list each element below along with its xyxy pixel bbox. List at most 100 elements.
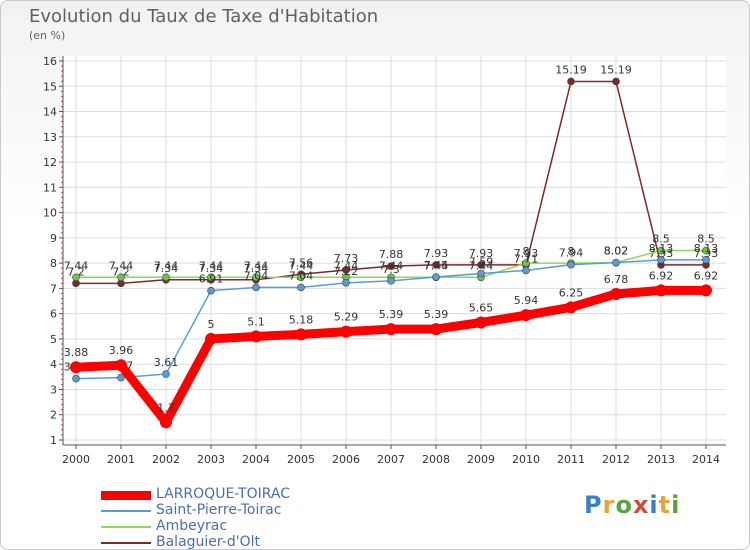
data-label: 7.22 bbox=[334, 265, 359, 278]
x-tick-label: 2004 bbox=[242, 453, 270, 466]
data-point bbox=[655, 284, 667, 297]
data-point bbox=[297, 273, 305, 282]
data-label: 15.19 bbox=[600, 63, 632, 76]
data-label: 7.44 bbox=[154, 259, 179, 272]
data-point bbox=[522, 259, 530, 267]
data-point bbox=[117, 273, 125, 282]
data-label: 8.02 bbox=[604, 245, 629, 258]
data-point bbox=[477, 269, 485, 278]
data-point bbox=[567, 77, 575, 86]
data-point bbox=[117, 373, 125, 382]
data-label: 6.92 bbox=[694, 269, 719, 282]
data-point bbox=[205, 332, 217, 345]
logo-letter: x bbox=[632, 491, 650, 519]
data-label: 7.2 bbox=[112, 265, 130, 278]
data-point bbox=[72, 273, 80, 282]
data-point bbox=[612, 77, 620, 86]
data-point bbox=[657, 246, 665, 255]
data-point bbox=[520, 309, 532, 322]
data-point bbox=[342, 266, 350, 274]
data-point bbox=[207, 273, 215, 282]
data-point bbox=[385, 323, 397, 336]
data-label: 7.44 bbox=[469, 259, 494, 272]
data-label: 7.93 bbox=[469, 247, 494, 260]
data-label: 7.04 bbox=[289, 269, 314, 282]
data-label: 7.44 bbox=[289, 259, 314, 272]
data-label: 5.39 bbox=[379, 308, 404, 321]
y-tick-label: 14 bbox=[43, 106, 57, 119]
legend-label: LARROQUE-TOIRAC bbox=[156, 486, 291, 502]
data-label: 7.44 bbox=[424, 259, 449, 272]
legend-swatch bbox=[101, 526, 151, 528]
data-point bbox=[475, 316, 487, 329]
data-point bbox=[522, 266, 530, 275]
data-label: 7.93 bbox=[424, 247, 449, 260]
y-tick-label: 6 bbox=[50, 308, 57, 321]
y-tick-label: 4 bbox=[50, 358, 57, 371]
data-point bbox=[567, 260, 575, 269]
data-label: 8.5 bbox=[697, 233, 715, 246]
data-label: 7.44 bbox=[244, 259, 269, 272]
y-tick-label: 1 bbox=[50, 434, 57, 447]
x-tick-label: 2003 bbox=[197, 453, 225, 466]
y-tick-label: 7 bbox=[50, 282, 57, 295]
data-point bbox=[702, 246, 710, 255]
data-label: 8.02 bbox=[604, 245, 629, 258]
data-label: 7.44 bbox=[334, 259, 359, 272]
data-label: 3.61 bbox=[154, 356, 179, 369]
data-label: 7.44 bbox=[379, 259, 404, 272]
y-tick-label: 15 bbox=[43, 80, 57, 93]
data-label: 8.13 bbox=[649, 242, 674, 255]
data-label: 7.45 bbox=[424, 259, 449, 272]
data-label: 7.93 bbox=[514, 247, 539, 260]
data-point bbox=[207, 286, 215, 295]
y-tick-label: 5 bbox=[50, 333, 57, 346]
data-point bbox=[162, 370, 170, 378]
y-tick-label: 13 bbox=[43, 131, 57, 144]
x-tick-label: 2014 bbox=[692, 453, 720, 466]
data-label: 5.1 bbox=[247, 315, 265, 328]
data-label: 5.39 bbox=[424, 308, 449, 321]
data-point bbox=[702, 256, 710, 264]
logo-letter: r bbox=[602, 491, 616, 519]
legend-label: Ambeyrac bbox=[156, 518, 228, 534]
x-tick-label: 2006 bbox=[332, 453, 360, 466]
data-point bbox=[295, 328, 307, 341]
data-label: 7.44 bbox=[109, 259, 134, 272]
data-point bbox=[72, 374, 80, 383]
data-point bbox=[252, 283, 260, 292]
data-label: 5 bbox=[208, 318, 215, 331]
data-point bbox=[432, 261, 440, 269]
y-tick-label: 16 bbox=[43, 55, 57, 68]
logo-letter: i bbox=[671, 491, 681, 519]
data-label: 1.7 bbox=[157, 401, 175, 414]
data-label: 7.44 bbox=[199, 259, 224, 272]
y-tick-label: 2 bbox=[50, 409, 57, 422]
legend-swatch bbox=[101, 542, 151, 544]
data-label: 7.04 bbox=[244, 269, 269, 282]
data-point bbox=[252, 273, 260, 282]
data-point bbox=[115, 359, 127, 372]
x-tick-label: 2012 bbox=[602, 453, 630, 466]
x-tick-label: 2007 bbox=[377, 453, 405, 466]
data-point bbox=[430, 323, 442, 336]
data-label: 8 bbox=[568, 245, 575, 258]
data-label: 7.34 bbox=[244, 262, 269, 275]
data-point bbox=[612, 258, 620, 267]
data-label: 5.18 bbox=[289, 313, 314, 326]
data-label: 7.34 bbox=[199, 262, 224, 275]
data-label: 7.73 bbox=[334, 252, 359, 265]
x-tick-label: 2001 bbox=[107, 453, 135, 466]
legend-label: Balaguier-d'Olt bbox=[156, 534, 260, 550]
data-point bbox=[477, 261, 485, 269]
y-tick-label: 9 bbox=[50, 232, 57, 245]
data-label: 6.91 bbox=[199, 273, 224, 286]
x-tick-label: 2013 bbox=[647, 453, 675, 466]
data-label: 7.88 bbox=[379, 248, 404, 261]
data-label: 5.29 bbox=[334, 311, 359, 324]
data-label: 8.5 bbox=[652, 233, 670, 246]
x-tick-label: 2010 bbox=[512, 453, 540, 466]
data-label: 7.3 bbox=[382, 263, 400, 276]
y-tick-label: 10 bbox=[43, 207, 57, 220]
